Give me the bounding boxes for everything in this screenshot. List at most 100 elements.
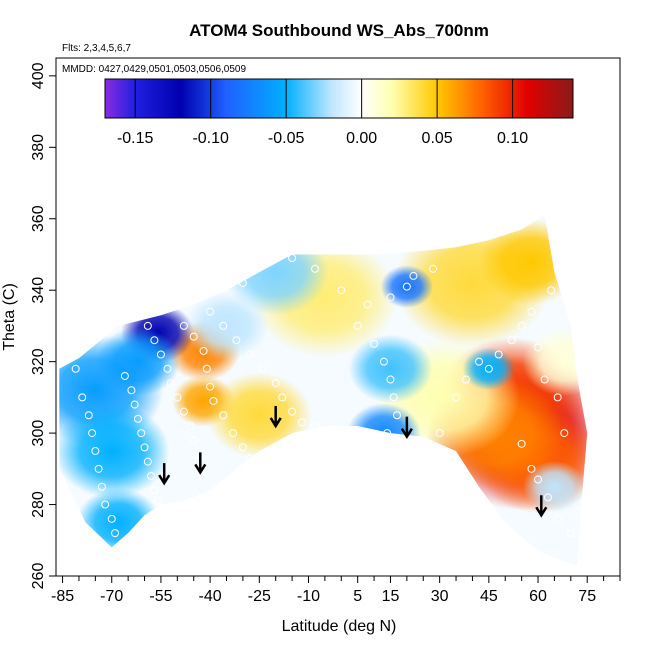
sample-point bbox=[238, 443, 247, 452]
y-tick-label: 360 bbox=[30, 205, 47, 232]
sample-point bbox=[202, 364, 211, 373]
sample-point bbox=[461, 375, 470, 384]
sample-point bbox=[179, 407, 188, 416]
sample-point bbox=[494, 350, 503, 359]
sample-point bbox=[179, 321, 188, 330]
x-tick-label: -85 bbox=[51, 588, 74, 605]
sample-point bbox=[353, 321, 362, 330]
sample-point bbox=[206, 382, 215, 391]
sample-point bbox=[97, 482, 106, 491]
sample-point bbox=[517, 439, 526, 448]
sample-point bbox=[265, 257, 274, 266]
x-tick-label: -70 bbox=[100, 588, 123, 605]
sample-point bbox=[111, 529, 120, 538]
sample-point bbox=[140, 443, 149, 452]
sample-point bbox=[137, 429, 146, 438]
sample-point bbox=[484, 364, 493, 373]
sample-point bbox=[543, 493, 552, 502]
sample-point bbox=[517, 321, 526, 330]
plot-frame bbox=[55, 57, 621, 577]
sample-point bbox=[219, 411, 228, 420]
sample-point bbox=[153, 496, 162, 505]
sample-point bbox=[379, 357, 388, 366]
sample-point bbox=[402, 282, 411, 291]
y-axis: 260 280 300 320 340 360 380 400 bbox=[30, 62, 56, 589]
y-tick-label: 320 bbox=[30, 348, 47, 375]
heatmap-region bbox=[478, 218, 584, 305]
sample-point bbox=[127, 386, 136, 395]
sample-point bbox=[163, 364, 172, 373]
x-tick-label: -10 bbox=[297, 588, 320, 605]
x-tick-label: 5 bbox=[353, 588, 362, 605]
heatmap-field bbox=[59, 215, 588, 566]
sample-point bbox=[78, 393, 87, 402]
sample-point bbox=[547, 286, 556, 295]
sample-point bbox=[527, 307, 536, 316]
sample-point bbox=[133, 414, 142, 423]
sample-point bbox=[143, 457, 152, 466]
sample-point bbox=[393, 411, 402, 420]
sample-point bbox=[219, 321, 228, 330]
x-tick-label: 15 bbox=[382, 588, 400, 605]
sample-point bbox=[107, 514, 116, 523]
sample-point bbox=[370, 339, 379, 348]
sample-point bbox=[560, 429, 569, 438]
chart-title: ATOM4 Southbound WS_Abs_700nm bbox=[189, 21, 489, 40]
y-tick-label: 400 bbox=[30, 62, 47, 89]
sample-point bbox=[130, 400, 139, 409]
heatmap-region bbox=[380, 265, 434, 309]
colorbar-tick-label: -0.05 bbox=[268, 130, 305, 147]
sample-point bbox=[189, 436, 198, 445]
sample-point bbox=[452, 393, 461, 402]
heatmap-region bbox=[522, 327, 588, 396]
x-tick-label: 30 bbox=[431, 588, 449, 605]
colorbar-tick-label: -0.15 bbox=[117, 130, 154, 147]
y-tick-label: 260 bbox=[30, 563, 47, 590]
sample-point bbox=[84, 411, 93, 420]
colorbar-tick-label: 0.00 bbox=[346, 130, 377, 147]
sample-point bbox=[566, 529, 575, 538]
x-axis-label: Latitude (deg N) bbox=[282, 618, 397, 635]
sample-point bbox=[527, 464, 536, 473]
sample-point bbox=[101, 500, 110, 509]
down-arrow bbox=[194, 452, 207, 475]
sample-point bbox=[415, 436, 424, 445]
sample-point bbox=[143, 321, 152, 330]
y-tick-label: 380 bbox=[30, 134, 47, 161]
sample-point bbox=[245, 454, 254, 463]
sample-point bbox=[271, 379, 280, 388]
y-axis-label: Theta (C) bbox=[1, 283, 18, 351]
x-axis: -85 -70 -55 -40 -25 -10 5 15 30 45 60 75 bbox=[51, 576, 621, 605]
sample-point bbox=[238, 279, 247, 288]
down-arrow bbox=[158, 463, 171, 486]
sample-point bbox=[311, 421, 320, 430]
x-tick-label: -55 bbox=[149, 588, 172, 605]
sample-point bbox=[288, 407, 297, 416]
heatmap-region bbox=[76, 488, 161, 557]
colorbar-tick-label: 0.05 bbox=[422, 130, 453, 147]
sample-point bbox=[475, 357, 483, 366]
sample-point bbox=[88, 429, 97, 438]
sample-point bbox=[435, 429, 444, 438]
heatmap-region bbox=[59, 403, 170, 499]
sample-point bbox=[150, 336, 159, 345]
sample-point bbox=[120, 371, 129, 380]
sample-point bbox=[389, 393, 398, 402]
x-tick-label: 75 bbox=[578, 588, 596, 605]
sample-point bbox=[311, 264, 320, 273]
heatmap-region bbox=[206, 372, 312, 459]
down-arrow bbox=[400, 416, 413, 440]
sample-point bbox=[94, 464, 103, 473]
sample-point bbox=[232, 336, 241, 345]
y-tick-label: 340 bbox=[30, 277, 47, 304]
sample-point bbox=[540, 375, 549, 384]
heatmap-region bbox=[348, 334, 433, 404]
sample-point bbox=[186, 421, 195, 430]
sample-point bbox=[156, 350, 165, 359]
colorbar-tick-label: 0.10 bbox=[497, 130, 528, 147]
sample-point bbox=[199, 346, 208, 355]
sample-point bbox=[409, 271, 418, 280]
sample-point bbox=[147, 471, 156, 480]
sample-point bbox=[573, 507, 582, 516]
